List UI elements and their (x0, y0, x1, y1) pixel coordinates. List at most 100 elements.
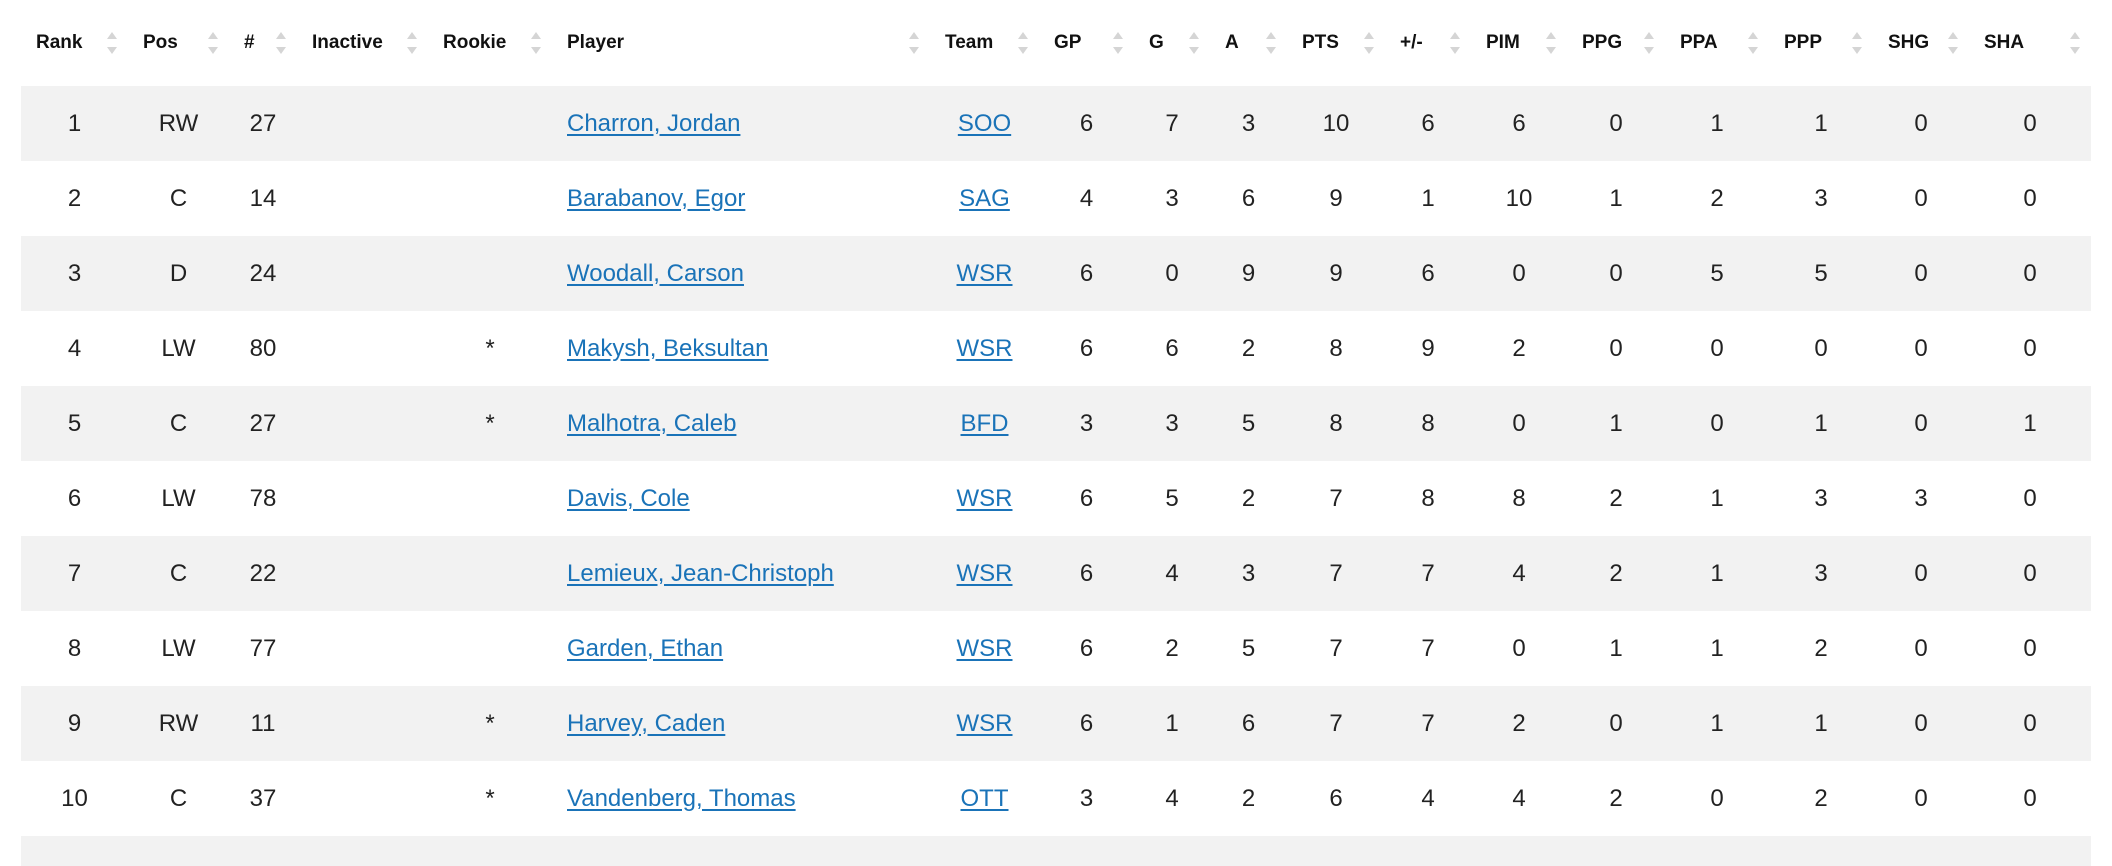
sort-arrows-icon[interactable] (2069, 30, 2081, 56)
column-header-label: SHA (1984, 32, 2025, 53)
cell-ppa: 1 (1710, 109, 1724, 137)
sort-arrows-icon[interactable] (530, 30, 542, 56)
cell-rank: 8 (67, 634, 82, 662)
cell-sha: 0 (2023, 709, 2037, 737)
column-header-pos[interactable]: Pos (128, 0, 229, 86)
player-link[interactable]: Woodall, Carson (567, 259, 744, 287)
sort-arrows-icon[interactable] (1643, 30, 1655, 56)
team-link[interactable]: WSR (956, 334, 1013, 362)
team-link[interactable]: SAG (959, 184, 1010, 212)
sort-arrows-icon[interactable] (207, 30, 219, 56)
column-header-number[interactable]: # (229, 0, 297, 86)
player-link[interactable]: Lemieux, Jean-Christoph (567, 559, 834, 587)
column-header-g[interactable]: G (1134, 0, 1210, 86)
column-header-ppp[interactable]: PPP (1769, 0, 1873, 86)
cell-shg: 0 (1914, 709, 1928, 737)
team-link[interactable]: WSR (956, 484, 1013, 512)
player-link[interactable]: Vandenberg, Thomas (567, 784, 796, 812)
cell-shg: 0 (1914, 559, 1928, 587)
team-link[interactable]: WSR (956, 709, 1013, 737)
cell-ppp: 3 (1814, 184, 1828, 212)
cell-pim: 4 (1512, 784, 1526, 812)
cell-team: OTT (930, 761, 1039, 836)
column-header-shg[interactable]: SHG (1873, 0, 1969, 86)
column-header-gp[interactable]: GP (1039, 0, 1134, 86)
cell-pos: D (169, 259, 188, 287)
cell-sha: 1 (2023, 409, 2037, 437)
cell-shg: 0 (1914, 634, 1928, 662)
sort-arrows-icon[interactable] (1017, 30, 1029, 56)
cell-pos: LW (161, 484, 196, 512)
column-header-rank[interactable]: Rank (21, 0, 128, 86)
cell-pim: 0 (1512, 634, 1526, 662)
cell-ppp: 0 (1814, 334, 1828, 362)
column-header-pim[interactable]: PIM (1471, 0, 1567, 86)
cell-g: 0 (1165, 259, 1179, 287)
cell-sha: 0 (2023, 484, 2037, 512)
column-header-label: PPP (1784, 32, 1823, 53)
sort-arrows-icon[interactable] (1545, 30, 1557, 56)
cell-ppg: 2 (1609, 784, 1623, 812)
column-header-ppa[interactable]: PPA (1665, 0, 1769, 86)
cell-ppg: 2 (1609, 484, 1623, 512)
sort-arrows-icon[interactable] (1947, 30, 1959, 56)
table-row: 2 C 14 Barabanov, Egor SAG 4 3 6 9 1 10 1 2 3 0 0 (21, 161, 2091, 236)
cell-ppg: 0 (1609, 709, 1623, 737)
sort-arrows-icon[interactable] (106, 30, 118, 56)
column-header-pts[interactable]: PTS (1287, 0, 1385, 86)
player-link[interactable]: Harvey, Caden (567, 709, 726, 737)
table-row: 5 C 27 * Malhotra, Caleb BFD 3 3 5 8 8 0 1 0 1 0 1 (21, 386, 2091, 461)
cell-gp: 3 (1079, 784, 1094, 812)
team-link[interactable]: BFD (960, 409, 1009, 437)
table-row: 9 RW 11 * Harvey, Caden WSR 6 1 6 7 7 2 0 1 1 0 0 (21, 686, 2091, 761)
cell-ppg: 1 (1609, 634, 1623, 662)
sort-arrows-icon[interactable] (406, 30, 418, 56)
cell-rank: 10 (61, 784, 88, 812)
cell-ppp: 3 (1814, 484, 1828, 512)
team-link[interactable]: WSR (956, 559, 1013, 587)
sort-arrows-icon[interactable] (1112, 30, 1124, 56)
player-link[interactable]: Charron, Jordan (567, 109, 741, 137)
cell-ppp: 1 (1814, 709, 1828, 737)
sort-arrows-icon[interactable] (1851, 30, 1863, 56)
cell-ppa: 1 (1710, 559, 1724, 587)
player-link[interactable]: Davis, Cole (567, 484, 690, 512)
cell-g: 3 (1165, 184, 1179, 212)
sort-arrows-icon[interactable] (1188, 30, 1200, 56)
player-link[interactable]: Barabanov, Egor (567, 184, 746, 212)
stats-table-container: Rank Pos # Inactive Rookie Player Team GP G A PTS +… (21, 0, 2091, 866)
cell-g: 7 (1165, 109, 1179, 137)
team-link[interactable]: WSR (956, 259, 1013, 287)
column-header-sha[interactable]: SHA (1969, 0, 2091, 86)
cell-shg: 0 (1914, 784, 1928, 812)
column-header-team[interactable]: Team (930, 0, 1039, 86)
column-header-inactive[interactable]: Inactive (297, 0, 428, 86)
column-header-a[interactable]: A (1210, 0, 1287, 86)
column-header-plus-minus[interactable]: +/- (1385, 0, 1471, 86)
sort-arrows-icon[interactable] (1363, 30, 1375, 56)
team-link[interactable]: WSR (956, 634, 1013, 662)
cell-number: 14 (249, 184, 277, 212)
player-link[interactable]: Garden, Ethan (567, 634, 724, 662)
sort-arrows-icon[interactable] (1747, 30, 1759, 56)
team-link[interactable]: SOO (957, 109, 1012, 137)
cell-team: SOO (930, 86, 1039, 161)
sort-arrows-icon[interactable] (1449, 30, 1461, 56)
column-header-rookie[interactable]: Rookie (428, 0, 552, 86)
cell-number: 11 (250, 709, 276, 737)
cell-a: 3 (1241, 109, 1256, 137)
team-link[interactable]: OTT (960, 784, 1009, 812)
sort-arrows-icon[interactable] (908, 30, 920, 56)
cell-a: 6 (1241, 709, 1256, 737)
player-link[interactable]: Makysh, Beksultan (567, 334, 769, 362)
column-header-player[interactable]: Player (552, 0, 930, 86)
cell-pos: LW (161, 634, 196, 662)
player-link[interactable]: Malhotra, Caleb (567, 409, 737, 437)
cell-ppa: 0 (1710, 334, 1724, 362)
column-header-ppg[interactable]: PPG (1567, 0, 1665, 86)
cell-pim: 2 (1512, 709, 1526, 737)
sort-arrows-icon[interactable] (1265, 30, 1277, 56)
cell-plus-minus: 6 (1421, 109, 1435, 137)
cell-pts: 6 (1329, 784, 1343, 812)
sort-arrows-icon[interactable] (275, 30, 287, 56)
